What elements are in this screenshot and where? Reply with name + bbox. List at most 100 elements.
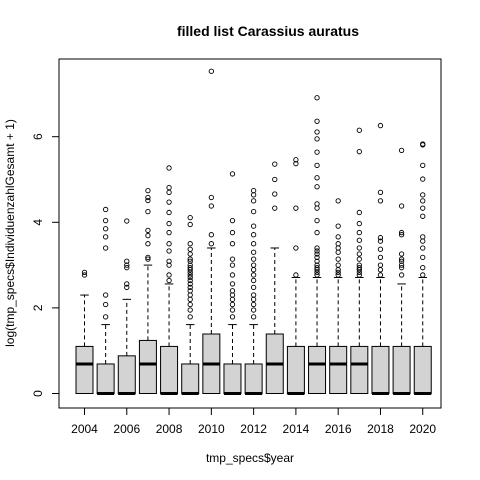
box-group-2019 — [392, 147, 411, 395]
box-2014 — [286, 345, 305, 395]
outlier-point — [250, 241, 257, 247]
outlier-point — [124, 265, 130, 271]
outlier-point — [420, 162, 426, 169]
outlier-point — [377, 122, 384, 129]
box-group-2010 — [202, 68, 221, 394]
outlier-point — [293, 157, 299, 163]
box-2006 — [117, 355, 136, 394]
outlier-point — [208, 194, 214, 201]
outlier-point — [314, 217, 320, 224]
outlier-point — [420, 245, 426, 251]
outlier-point — [335, 262, 341, 268]
box-group-2018 — [371, 122, 390, 395]
outlier-point — [314, 272, 320, 278]
box-2016 — [329, 345, 348, 395]
outlier-point — [356, 265, 362, 271]
outlier-point — [314, 149, 320, 155]
outlier-point — [166, 189, 172, 195]
outlier-point — [250, 296, 257, 302]
outlier-point — [420, 238, 426, 244]
outlier-point — [250, 277, 257, 284]
outlier-point — [314, 175, 320, 181]
box-group-2012 — [244, 187, 263, 395]
outlier-point — [102, 301, 109, 308]
outlier-point — [81, 269, 88, 276]
outlier-point — [314, 205, 320, 211]
outlier-point — [314, 162, 320, 169]
outlier-point — [250, 292, 257, 298]
y-tick-label: 0 — [31, 390, 45, 397]
y-tick-label: 4 — [31, 219, 45, 226]
outlier-point — [377, 198, 384, 204]
x-tick-label: 2004 — [71, 422, 98, 436]
outlier-point — [272, 191, 278, 197]
outlier-point — [314, 229, 320, 236]
outlier-point — [335, 256, 341, 262]
outlier-point — [166, 262, 172, 268]
outlier-point — [124, 258, 130, 264]
outlier-point — [356, 245, 362, 251]
outlier-point — [102, 314, 109, 320]
outlier-point — [187, 307, 193, 313]
outlier-point — [166, 184, 172, 191]
outlier-point — [335, 272, 341, 278]
outlier-point — [145, 187, 151, 194]
outlier-point — [187, 284, 193, 291]
outlier-point — [314, 95, 320, 101]
outlier-point — [124, 262, 130, 268]
box-2012 — [244, 363, 263, 394]
outlier-point — [166, 165, 172, 171]
outlier-point — [187, 277, 193, 284]
outlier-point — [166, 220, 172, 227]
box-2005 — [96, 363, 115, 394]
x-axis-label: tmp_specs$year — [206, 451, 294, 465]
outlier-point — [102, 226, 109, 232]
outlier-point — [377, 267, 384, 273]
outlier-point — [420, 234, 426, 240]
outlier-point — [420, 141, 426, 147]
outlier-point — [187, 301, 193, 308]
outlier-point — [356, 209, 362, 216]
box-2017 — [350, 345, 369, 395]
outlier-point — [420, 213, 426, 219]
outlier-point — [314, 248, 320, 254]
outlier-point — [377, 235, 384, 241]
outlier-point — [250, 267, 257, 273]
outlier-point — [335, 234, 341, 240]
box-group-2004 — [75, 269, 94, 395]
outlier-point — [420, 254, 426, 261]
outlier-point — [208, 68, 214, 74]
x-tick-label: 2018 — [367, 422, 394, 436]
outlier-point — [293, 245, 299, 251]
outlier-point — [398, 229, 405, 236]
outlier-point — [335, 245, 341, 251]
outlier-point — [229, 171, 236, 177]
outlier-point — [124, 281, 130, 287]
outlier-point — [398, 147, 405, 154]
outlier-point — [293, 161, 299, 167]
outlier-point — [145, 232, 151, 239]
outlier-point — [229, 241, 236, 247]
outlier-point — [250, 272, 257, 278]
outlier-point — [420, 192, 426, 198]
outlier-point — [356, 220, 362, 227]
outlier-point — [229, 296, 236, 302]
box-group-2013 — [265, 161, 284, 394]
outlier-point — [250, 198, 257, 204]
outlier-point — [314, 265, 320, 271]
outlier-point — [314, 254, 320, 261]
box-2019 — [392, 345, 411, 395]
outlier-point — [229, 288, 236, 294]
outlier-point — [187, 246, 193, 252]
box-2020 — [413, 345, 432, 395]
outlier-point — [166, 229, 172, 236]
x-tick-label: 2010 — [198, 422, 225, 436]
outlier-point — [208, 232, 214, 238]
outlier-point — [314, 258, 320, 264]
outlier-point — [229, 281, 236, 287]
outlier-point — [250, 208, 257, 215]
box-2011 — [223, 363, 242, 394]
outlier-point — [166, 272, 172, 278]
box-2004 — [75, 345, 94, 395]
outlier-point — [314, 136, 320, 142]
